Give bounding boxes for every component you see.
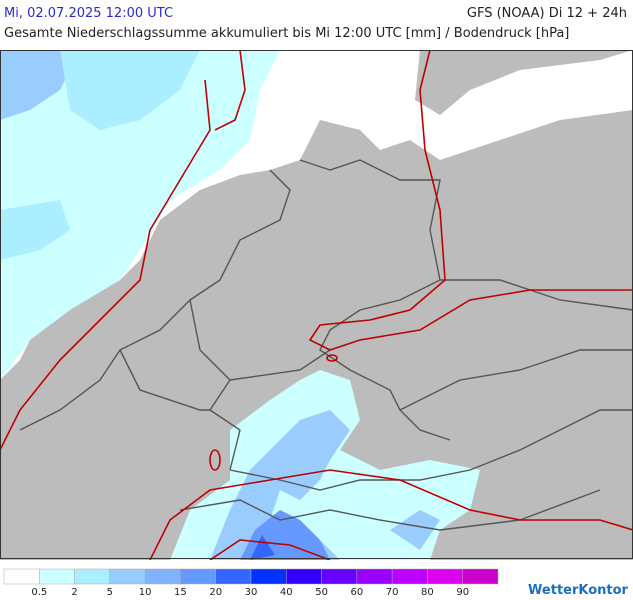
legend-swatch bbox=[39, 568, 75, 585]
legend-swatch bbox=[250, 568, 287, 585]
legend-swatch bbox=[462, 568, 499, 585]
legend-swatch bbox=[427, 568, 463, 585]
legend-label: 20 bbox=[209, 587, 222, 598]
logo: WetterKontor bbox=[528, 583, 629, 598]
legend-swatch bbox=[356, 568, 393, 585]
model-run: GFS (NOAA) Di 12 + 24h bbox=[466, 6, 627, 21]
legend-label: 15 bbox=[174, 587, 187, 598]
legend-swatch bbox=[321, 568, 358, 585]
legend-label: 5 bbox=[107, 587, 113, 598]
legend-swatch bbox=[286, 568, 322, 585]
legend-swatch bbox=[3, 568, 40, 585]
legend-label: 40 bbox=[280, 587, 293, 598]
legend-label: 90 bbox=[456, 587, 469, 598]
legend-swatch bbox=[144, 568, 181, 585]
legend-label: 50 bbox=[315, 587, 328, 598]
legend-label: 2 bbox=[71, 587, 77, 598]
legend-swatch bbox=[215, 568, 252, 585]
legend-label: 10 bbox=[139, 587, 152, 598]
legend-label: 0.5 bbox=[31, 587, 47, 598]
subtitle: Gesamte Niederschlagssumme akkumuliert b… bbox=[4, 26, 570, 41]
legend-swatch bbox=[180, 568, 216, 585]
legend-label: 60 bbox=[350, 587, 363, 598]
legend-swatch bbox=[74, 568, 111, 585]
legend-swatch bbox=[109, 568, 146, 585]
legend-label: 30 bbox=[245, 587, 258, 598]
legend: WetterKontor 0.5 2 5 10 15 20 30 40 50 60 70 80 90 bbox=[3, 568, 629, 598]
map bbox=[0, 50, 633, 560]
datetime: Mi, 02.07.2025 12:00 UTC bbox=[4, 6, 174, 21]
legend-label: 70 bbox=[386, 587, 399, 598]
legend-swatch bbox=[391, 568, 428, 585]
legend-label: 80 bbox=[421, 587, 434, 598]
